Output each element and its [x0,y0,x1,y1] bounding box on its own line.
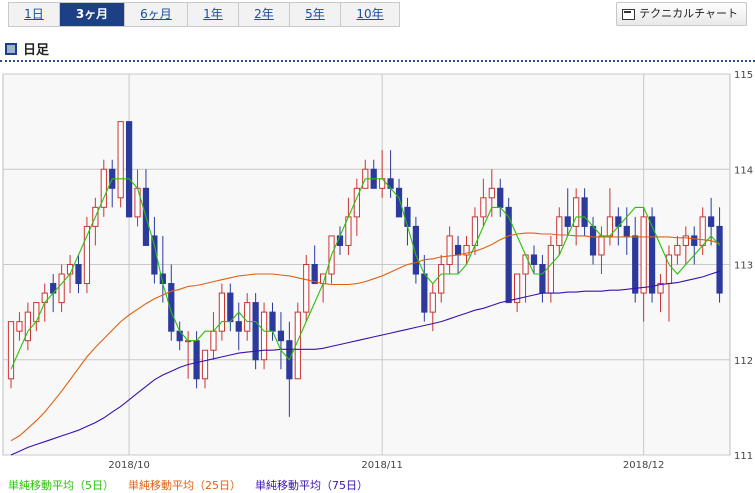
x-tick-label: 2018/12 [623,460,665,471]
candle-down [497,187,504,208]
candle-down [193,340,200,380]
candle-down [530,254,538,266]
candle-up [201,349,209,380]
tab-3[interactable]: 1年 [188,3,239,26]
tab-0[interactable]: 1日 [9,3,60,26]
candle-up [117,121,124,199]
y-tick-label: 112 [734,356,753,367]
period-tabs: 1日 3ヶ月 6ヶ月 1年 2年 5年 10年 [8,2,400,27]
candle-down [539,264,546,294]
x-tick-label: 2018/11 [361,460,403,471]
candle-up [83,225,91,285]
candle-down [564,216,571,227]
y-tick-label: 113 [734,261,753,272]
tab-5[interactable]: 5年 [290,3,341,26]
candle-down [311,264,318,285]
candle-down [708,216,715,227]
candle-up [7,321,15,380]
candle-up [598,235,605,256]
chart-window-icon [622,8,636,20]
candle-down [581,197,588,227]
candle-up [682,235,689,246]
candle-down [589,225,597,256]
candle-down [125,121,133,218]
candle-down [404,206,411,227]
candle-up [16,321,23,332]
legend-ma25: 単純移動平均（25日） [128,479,241,492]
candle-up [244,302,251,332]
candle-up [429,292,436,313]
candle-up [514,273,521,304]
technical-chart-label: テクニカルチャート [639,7,738,20]
candle-down [227,292,234,323]
tab-1[interactable]: 3ヶ月 [60,3,125,26]
candle-up [699,216,706,246]
candle-down [505,206,512,304]
y-tick-label: 115 [734,70,753,81]
candle-down [623,225,630,237]
technical-chart-button[interactable]: テクニカルチャート [616,2,747,26]
tab-4[interactable]: 2年 [239,3,290,26]
y-tick-label: 114 [734,165,753,176]
candle-up [134,187,141,218]
candle-up [24,311,31,342]
candle-up [210,330,217,351]
candle-down [412,225,420,275]
tab-6[interactable]: 10年 [356,7,384,21]
y-tick-label: 111 [734,451,753,462]
candle-up [480,197,487,218]
candle-down [421,273,428,313]
legend: 単純移動平均（5日） 単純移動平均（25日） 単純移動平均（75日） [8,477,382,493]
candle-down [252,302,259,361]
section-bullet-icon [5,42,17,55]
candle-down [235,321,242,332]
candle-up [547,244,554,294]
x-tick-label: 2018/10 [108,460,150,471]
section-title-text: 日足 [23,43,50,58]
section-title: 日足 [5,39,49,58]
candle-up [303,264,310,313]
candle-down [716,225,723,294]
candle-up [260,311,268,361]
candle-down [395,187,403,218]
legend-ma5: 単純移動平均（5日） [8,479,114,492]
candle-up [556,216,563,246]
candle-up [488,187,495,199]
candle-up [218,292,225,332]
candle-down [277,330,285,342]
candle-up [58,273,65,304]
candle-up [463,244,470,256]
candle-up [438,264,445,294]
candle-up [674,244,681,256]
legend-ma75: 単純移動平均（75日） [255,479,368,492]
candle-down [648,216,656,294]
candle-up [640,216,647,294]
ma25-line [10,232,720,442]
candle-up [657,283,664,294]
ma5-line [10,178,721,370]
candle-down [632,235,639,294]
candle-up [573,197,580,227]
candle-down [691,235,698,246]
candle-down [269,311,276,332]
candle-down [168,283,175,332]
candle-up [446,235,453,266]
candle-down [454,244,462,256]
tab-2[interactable]: 6ヶ月 [125,3,188,26]
section-divider [0,60,755,62]
candle-up [100,168,107,208]
candle-down [75,264,82,285]
ma75-line [10,270,720,456]
